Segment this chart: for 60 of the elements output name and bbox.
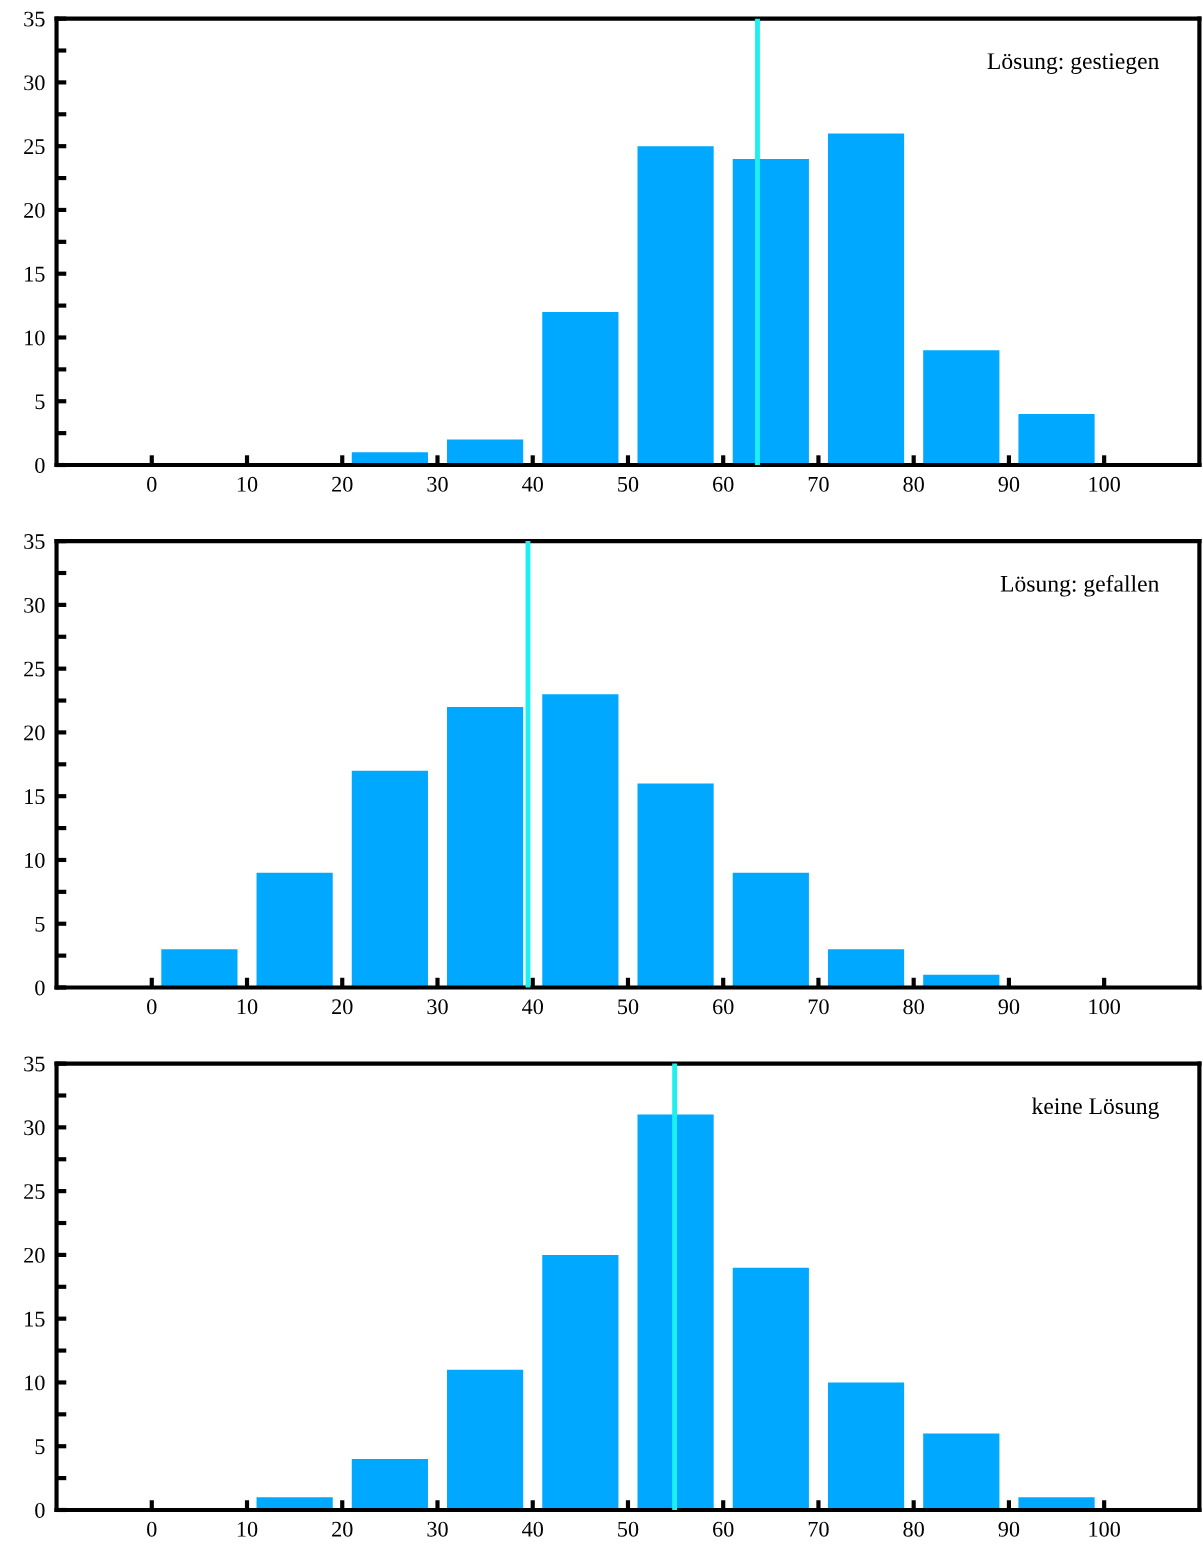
- x-tick-label: 90: [998, 1521, 1020, 1537]
- y-tick-label: 10: [25, 1375, 45, 1391]
- x-tick-label: 50: [618, 999, 639, 1015]
- y-tick-label: 35: [24, 534, 45, 550]
- x-tick-label: 30: [427, 476, 448, 492]
- x-tick-label: 0: [147, 999, 157, 1015]
- y-tick-label: 30: [24, 75, 45, 91]
- x-tick-label: 20: [332, 1521, 353, 1537]
- x-tick-label: 50: [618, 1521, 639, 1537]
- y-tick-label: 5: [35, 1439, 45, 1455]
- x-tick-label: 60: [713, 1521, 734, 1537]
- x-tick-label: 10: [237, 999, 258, 1015]
- y-tick-label: 0: [35, 1502, 45, 1518]
- x-tick-label: 80: [903, 999, 924, 1015]
- x-tick-label: 60: [713, 476, 734, 492]
- x-tick-label: 100: [1089, 476, 1120, 492]
- x-tick-label: 70: [808, 999, 829, 1015]
- x-tick-label: 100: [1089, 999, 1120, 1015]
- y-tick-label: 0: [35, 980, 45, 996]
- x-tick-label: 60: [713, 999, 734, 1015]
- y-tick-label: 25: [24, 1184, 45, 1200]
- x-tick-label: 20: [332, 476, 353, 492]
- annotation: Lösung: gestiegen: [987, 53, 1160, 74]
- y-tick-label: 10: [25, 330, 45, 346]
- x-tick-label: 30: [427, 1521, 448, 1537]
- x-tick-label: 40: [522, 1521, 543, 1537]
- x-tick-label: 30: [427, 999, 448, 1015]
- x-tick-label: 40: [522, 476, 543, 492]
- y-tick-label: 35: [24, 1056, 45, 1072]
- y-tick-label: 25: [24, 661, 45, 677]
- y-tick-label: 0: [35, 457, 45, 473]
- y-tick-label: 10: [25, 852, 45, 868]
- y-tick-label: 15: [25, 1311, 45, 1327]
- x-tick-label: 70: [808, 1521, 829, 1537]
- x-tick-label: 20: [332, 999, 353, 1015]
- y-tick-label: 30: [24, 597, 45, 613]
- x-tick-label: 0: [147, 476, 157, 492]
- y-tick-label: 5: [35, 916, 45, 932]
- x-tick-label: 80: [903, 1521, 924, 1537]
- x-tick-label: 80: [903, 476, 924, 492]
- x-tick-label: 90: [998, 999, 1020, 1015]
- x-tick-label: 70: [808, 476, 829, 492]
- x-tick-label: 0: [147, 1521, 157, 1537]
- y-tick-label: 15: [25, 266, 45, 282]
- x-tick-label: 100: [1089, 1521, 1120, 1537]
- x-tick-label: 50: [618, 476, 639, 492]
- y-tick-label: 35: [24, 11, 45, 27]
- y-tick-label: 25: [24, 139, 45, 155]
- y-tick-label: 20: [24, 725, 45, 741]
- x-tick-label: 10: [237, 476, 258, 492]
- y-tick-label: 5: [35, 394, 45, 410]
- y-tick-label: 15: [25, 789, 45, 805]
- x-tick-label: 40: [522, 999, 543, 1015]
- y-tick-label: 30: [24, 1120, 45, 1136]
- annotation: keine Lösung: [1031, 1097, 1159, 1119]
- annotation: Lösung: gefallen: [1000, 574, 1160, 597]
- x-tick-label: 90: [998, 476, 1020, 492]
- x-tick-label: 10: [237, 1521, 258, 1537]
- y-tick-label: 20: [24, 202, 45, 218]
- y-tick-label: 20: [24, 1247, 45, 1263]
